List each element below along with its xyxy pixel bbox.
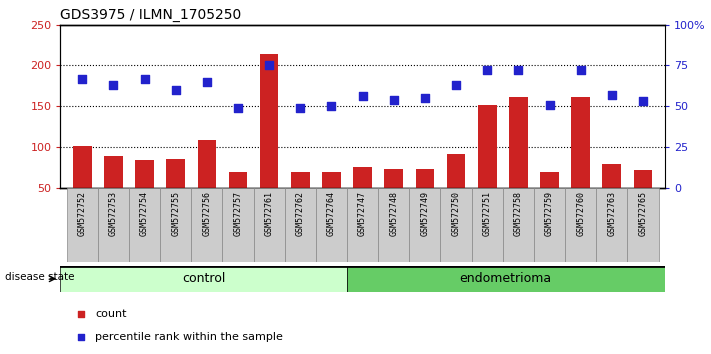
Bar <box>565 188 597 262</box>
Bar <box>160 188 191 262</box>
Bar <box>98 188 129 262</box>
Text: GSM572749: GSM572749 <box>420 191 429 236</box>
Text: GSM572748: GSM572748 <box>389 191 398 236</box>
Point <box>357 93 368 99</box>
Text: GDS3975 / ILMN_1705250: GDS3975 / ILMN_1705250 <box>60 8 242 22</box>
Bar <box>254 188 284 262</box>
Text: GSM572759: GSM572759 <box>545 191 554 236</box>
Point <box>77 76 88 81</box>
Bar <box>441 188 471 262</box>
Bar <box>229 172 247 188</box>
Bar <box>540 172 559 188</box>
Text: GSM572750: GSM572750 <box>451 191 461 236</box>
Bar <box>104 156 123 188</box>
Point <box>544 102 555 107</box>
Bar <box>347 188 378 262</box>
Point <box>107 82 119 88</box>
Bar <box>572 97 590 188</box>
Bar <box>447 154 466 188</box>
Bar <box>223 188 254 262</box>
Bar <box>410 188 441 262</box>
Point <box>294 105 306 111</box>
Bar <box>191 188 223 262</box>
Bar <box>385 169 403 188</box>
Bar <box>415 169 434 188</box>
Text: disease state: disease state <box>5 273 75 282</box>
Bar <box>198 141 216 188</box>
Point <box>481 68 493 73</box>
Bar <box>353 167 372 188</box>
Text: GSM572757: GSM572757 <box>233 191 242 236</box>
Point <box>75 334 86 339</box>
Point <box>388 97 400 103</box>
Text: GSM572761: GSM572761 <box>264 191 274 236</box>
Text: GSM572752: GSM572752 <box>77 191 87 236</box>
Point <box>326 103 337 109</box>
Text: GSM572747: GSM572747 <box>358 191 367 236</box>
Bar <box>260 54 279 188</box>
Bar <box>503 188 534 262</box>
Text: control: control <box>182 272 225 285</box>
Bar <box>73 146 92 188</box>
Bar <box>478 105 496 188</box>
Text: GSM572760: GSM572760 <box>576 191 585 236</box>
Point <box>575 68 587 73</box>
Text: GSM572753: GSM572753 <box>109 191 118 236</box>
Point <box>637 98 648 104</box>
Point <box>606 92 618 98</box>
Bar <box>378 188 410 262</box>
Bar <box>166 159 185 188</box>
Text: percentile rank within the sample: percentile rank within the sample <box>95 332 283 342</box>
Text: GSM572754: GSM572754 <box>140 191 149 236</box>
Bar <box>627 188 658 262</box>
Bar <box>291 172 310 188</box>
Bar <box>347 266 665 292</box>
Text: GSM572756: GSM572756 <box>203 191 211 236</box>
Bar <box>67 188 98 262</box>
Bar <box>509 97 528 188</box>
Point <box>170 87 181 93</box>
Bar <box>322 172 341 188</box>
Bar <box>602 164 621 188</box>
Bar <box>534 188 565 262</box>
Text: GSM572751: GSM572751 <box>483 191 492 236</box>
Text: GSM572755: GSM572755 <box>171 191 180 236</box>
Bar <box>129 188 160 262</box>
Point <box>513 68 524 73</box>
Bar <box>135 160 154 188</box>
Bar <box>60 266 347 292</box>
Point <box>75 311 86 316</box>
Text: GSM572758: GSM572758 <box>514 191 523 236</box>
Text: endometrioma: endometrioma <box>460 272 552 285</box>
Text: count: count <box>95 309 127 319</box>
Bar <box>597 188 627 262</box>
Point <box>419 95 431 101</box>
Point <box>139 76 150 81</box>
Text: GSM572765: GSM572765 <box>638 191 648 236</box>
Point <box>232 105 244 111</box>
Bar <box>316 188 347 262</box>
Bar <box>634 170 652 188</box>
Bar <box>471 188 503 262</box>
Text: GSM572762: GSM572762 <box>296 191 305 236</box>
Point <box>201 79 213 85</box>
Text: GSM572763: GSM572763 <box>607 191 616 236</box>
Point <box>450 82 461 88</box>
Bar <box>284 188 316 262</box>
Point <box>264 63 275 68</box>
Text: GSM572764: GSM572764 <box>327 191 336 236</box>
